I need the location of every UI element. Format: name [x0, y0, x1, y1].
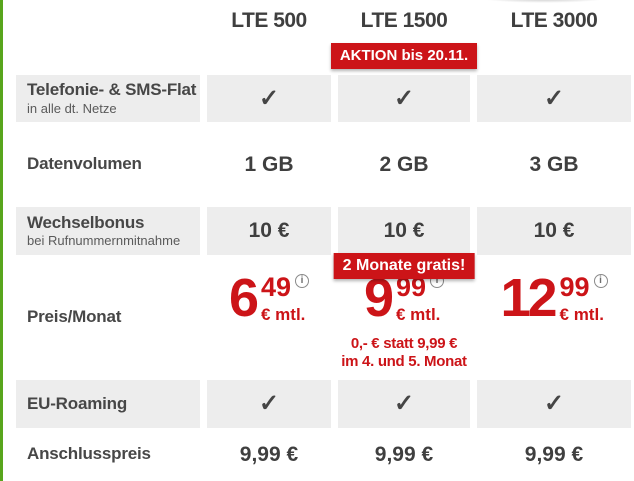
setup-fee-value: 9,99 € — [374, 442, 434, 466]
row-label-telefonie: Telefonie- & SMS-Flat in alle dt. Netze — [16, 75, 200, 122]
telefonie-cell-lte-1500: ✓ — [338, 75, 470, 122]
preis-cell-lte-500: 6 49 i € mtl. — [207, 255, 331, 380]
check-icon: ✓ — [393, 390, 415, 417]
data-volume-value: 2 GB — [379, 152, 429, 176]
eu-roaming-cell-lte-500: ✓ — [207, 380, 331, 428]
telefonie-cell-lte-3000: ✓ — [477, 75, 631, 122]
row-label-datenvolumen: Datenvolumen — [16, 122, 200, 207]
anschlusspreis-cell-lte-3000: 9,99 € — [477, 428, 631, 481]
price-cents: 99 — [559, 272, 590, 302]
header-spacer — [16, 0, 200, 75]
price-unit: € mtl. — [559, 304, 604, 324]
data-volume-value: 3 GB — [529, 152, 579, 176]
price: 6 49 i € mtl. — [228, 268, 310, 328]
promo-badge: 2 Monate gratis! — [333, 253, 475, 279]
anschlusspreis-cell-lte-500: 9,99 € — [207, 428, 331, 481]
green-accent-stripe — [0, 0, 3, 481]
aktion-badge: AKTION bis 20.11. — [330, 43, 478, 69]
info-icon[interactable]: i — [295, 274, 310, 288]
datenvolumen-cell-lte-500: 1 GB — [207, 122, 331, 207]
row-label-text: Preis/Monat — [27, 307, 122, 327]
row-label-wechselbonus: Wechselbonus bei Rufnummernmitnahme — [16, 207, 200, 255]
preis-cell-lte-3000: 12 99 i € mtl. — [477, 255, 631, 380]
setup-fee-value: 9,99 € — [239, 442, 299, 466]
price-cents: 49 — [261, 272, 292, 302]
bonus-value: 10 € — [383, 219, 425, 242]
promo-line-1: 0,- € statt 9,99 € — [350, 334, 458, 352]
check-icon: ✓ — [543, 84, 565, 112]
telefonie-cell-lte-500: ✓ — [207, 75, 331, 122]
datenvolumen-cell-lte-1500: 2 GB — [338, 122, 470, 207]
plan-header-lte-1500: LTE 1500 AKTION bis 20.11. — [330, 0, 478, 75]
wechselbonus-cell-lte-500: 10 € — [207, 207, 331, 255]
plan-name: LTE 3000 — [510, 9, 598, 32]
anschlusspreis-cell-lte-1500: 9,99 € — [338, 428, 470, 481]
bonus-value: 10 € — [533, 219, 575, 242]
data-volume-value: 1 GB — [244, 152, 294, 176]
tariff-comparison-table: LTE 500 LTE 1500 AKTION bis 20.11. LTE 3… — [16, 0, 631, 481]
row-label-text: Wechselbonus — [27, 212, 145, 232]
info-icon[interactable]: i — [593, 274, 608, 288]
check-icon: ✓ — [258, 390, 280, 417]
price-unit: € mtl. — [396, 304, 441, 324]
promo-text: 0,- € statt 9,99 € im 4. und 5. Monat — [341, 334, 467, 373]
promo-line-2: im 4. und 5. Monat — [341, 353, 467, 371]
setup-fee-value: 9,99 € — [524, 442, 584, 466]
check-icon: ✓ — [258, 84, 280, 112]
row-label-preis-monat: Preis/Monat — [16, 255, 200, 380]
eu-roaming-cell-lte-3000: ✓ — [477, 380, 631, 428]
row-label-text: EU-Roaming — [27, 393, 128, 413]
price: 12 99 i € mtl. — [500, 268, 608, 328]
row-label-text: Telefonie- & SMS-Flat — [27, 80, 197, 100]
eu-roaming-cell-lte-1500: ✓ — [338, 380, 470, 428]
row-label-text: Anschlusspreis — [27, 444, 151, 464]
price-unit: € mtl. — [261, 304, 306, 324]
plan-header-lte-3000: LTE 3000 — [477, 0, 631, 75]
plan-name: LTE 500 — [231, 9, 307, 32]
row-sublabel-text: bei Rufnummernmitnahme — [27, 233, 181, 249]
price: 9 99 i € mtl. — [363, 268, 445, 328]
plan-header-lte-500: LTE 500 — [207, 0, 331, 75]
check-icon: ✓ — [543, 390, 565, 417]
price-euros: 12 — [500, 268, 557, 328]
bonus-value: 10 € — [248, 219, 290, 242]
row-label-text: Datenvolumen — [27, 154, 142, 174]
datenvolumen-cell-lte-3000: 3 GB — [477, 122, 631, 207]
row-sublabel-text: in alle dt. Netze — [27, 100, 117, 116]
wechselbonus-cell-lte-1500: 10 € 2 Monate gratis! — [333, 207, 475, 279]
price-euros: 6 — [228, 268, 259, 328]
plan-name: LTE 1500 — [360, 9, 448, 32]
row-label-eu-roaming: EU-Roaming — [16, 380, 200, 428]
wechselbonus-cell-lte-3000: 10 € — [477, 207, 631, 255]
row-label-anschlusspreis: Anschlusspreis — [16, 428, 200, 481]
price-euros: 9 — [363, 268, 394, 328]
check-icon: ✓ — [393, 84, 415, 112]
